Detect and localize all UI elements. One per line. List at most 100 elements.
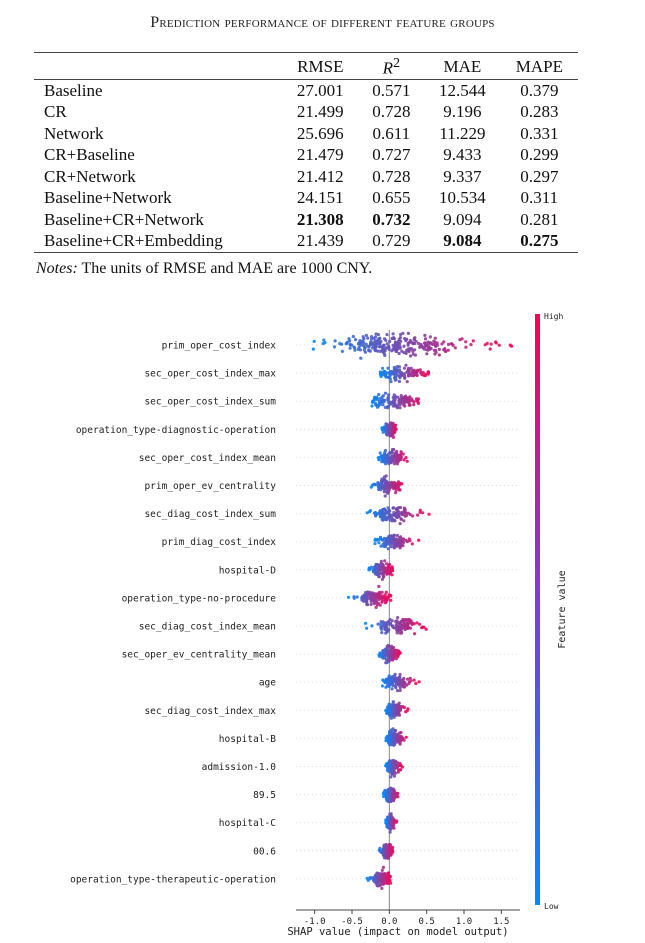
shap-point — [399, 540, 403, 544]
shap-point — [415, 621, 419, 625]
shap-point — [375, 340, 379, 344]
shap-point — [396, 482, 400, 486]
shap-point — [425, 352, 429, 356]
header-rmse: RMSE — [297, 56, 344, 76]
shap-point — [379, 481, 383, 485]
shap-point — [428, 335, 432, 339]
shap-point — [378, 872, 382, 876]
shap-point — [372, 878, 376, 883]
shap-point — [409, 679, 413, 683]
shap-point — [391, 506, 395, 510]
shap-point — [386, 547, 390, 551]
shap-point — [382, 882, 386, 886]
shap-point — [393, 401, 397, 405]
feature-label: sec_diag_cost_index_sum — [144, 509, 276, 520]
shap-point — [378, 349, 382, 353]
shap-point — [377, 487, 381, 491]
shap-point — [392, 336, 396, 340]
shap-point — [404, 339, 408, 343]
shap-point — [386, 398, 390, 402]
shap-point — [382, 460, 386, 464]
shap-point — [397, 625, 401, 629]
shap-point — [390, 687, 394, 691]
shap-point — [382, 453, 386, 457]
shap-point — [376, 481, 380, 485]
feature-label: sec_oper_cost_index_max — [144, 369, 276, 380]
table-body: Baseline 27.001 0.571 12.544 0.379 CR 21.499 0.… — [34, 79, 578, 252]
shap-point — [380, 868, 384, 873]
shap-point — [388, 371, 392, 376]
feature-swarm — [364, 616, 428, 636]
shap-point — [403, 376, 407, 380]
shap-point — [388, 761, 393, 765]
shap-point — [398, 522, 402, 526]
shap-point — [415, 369, 420, 373]
shap-point — [409, 619, 413, 623]
shap-point — [386, 855, 390, 860]
shap-point — [378, 590, 382, 594]
shap-point — [369, 335, 374, 339]
shap-point — [402, 519, 406, 523]
shap-point — [400, 373, 404, 377]
table-title: Prediction performance of different feat… — [150, 14, 495, 31]
shap-point — [411, 514, 415, 518]
shap-point — [385, 648, 389, 652]
header-feature-group — [34, 53, 282, 80]
shap-point — [384, 474, 388, 478]
x-tick-label: 1.0 — [456, 917, 472, 927]
shap-point — [373, 483, 377, 487]
shap-point — [358, 341, 362, 345]
shap-point — [437, 347, 441, 351]
shap-point — [386, 767, 390, 771]
shap-point — [381, 508, 385, 512]
cell-r2: 0.611 — [372, 123, 411, 143]
shap-point — [395, 631, 399, 635]
shap-point — [446, 342, 451, 346]
shap-point — [386, 794, 390, 798]
shap-point — [390, 742, 394, 746]
shap-point — [398, 346, 402, 350]
shap-point — [403, 404, 407, 408]
shap-point — [392, 765, 396, 769]
shap-point — [402, 685, 407, 689]
shap-point — [418, 345, 422, 349]
shap-point — [389, 380, 393, 384]
shap-point — [373, 345, 377, 349]
shap-point — [392, 762, 396, 766]
shap-point — [380, 886, 384, 891]
feature-swarm — [381, 786, 400, 804]
shap-point — [381, 366, 385, 370]
shap-point — [381, 484, 385, 488]
shap-point — [378, 846, 382, 851]
shap-point — [460, 337, 464, 341]
shap-point — [388, 432, 392, 436]
x-ticks: -1.0 -0.5 0.0 0.5 1.0 1.5 — [304, 910, 509, 927]
shap-point — [396, 770, 400, 774]
feature-label: sec_oper_cost_index_mean — [139, 453, 276, 464]
shap-point — [429, 346, 433, 351]
shap-point — [373, 335, 378, 339]
feature-label: prim_oper_ev_centrality — [144, 481, 276, 492]
shap-point — [406, 511, 410, 515]
cell-r2: 0.729 — [372, 231, 411, 251]
shap-point — [362, 345, 366, 349]
shap-point — [383, 370, 387, 374]
shap-point — [378, 651, 382, 655]
shap-point — [489, 342, 493, 346]
shap-point — [366, 603, 370, 607]
shap-point — [391, 727, 395, 731]
shap-point — [399, 506, 403, 510]
colorbar-high-label: High — [544, 312, 563, 321]
shap-point — [368, 877, 372, 881]
shap-point — [415, 397, 419, 401]
feature-swarm — [380, 672, 421, 693]
shap-point — [383, 428, 387, 432]
shap-point — [384, 538, 388, 542]
cell-mae: 11.229 — [439, 123, 486, 143]
shap-point — [366, 336, 370, 340]
shap-point — [433, 336, 437, 340]
shap-point — [368, 509, 372, 513]
shap-point — [376, 403, 380, 407]
header-mae: MAE — [443, 56, 482, 76]
shap-point — [402, 705, 406, 710]
